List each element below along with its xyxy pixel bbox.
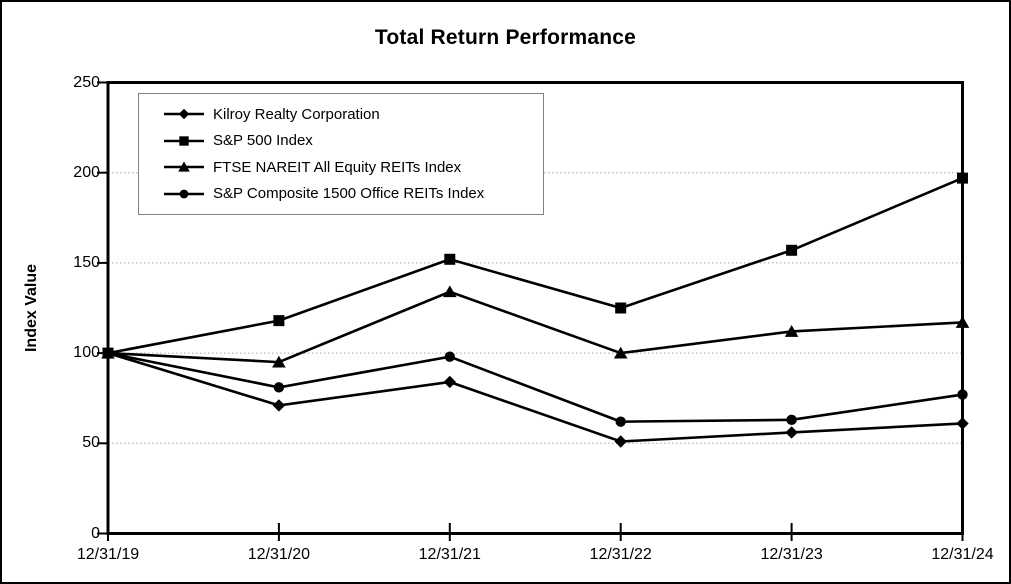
square-line-marker-icon	[164, 134, 204, 148]
diamond-line-marker-icon	[164, 107, 204, 121]
y-tick-label: 50	[82, 434, 100, 452]
chart-legend: Kilroy Realty Corporation S&P 500 Index …	[138, 93, 544, 215]
series-markers-s-p-composite-1500-office-reits-index	[102, 347, 968, 427]
series-line-s-p-composite-1500-office-reits-index	[107, 351, 963, 423]
legend-item-sp500: S&P 500 Index	[164, 132, 543, 149]
legend-label: S&P 500 Index	[213, 132, 313, 150]
series-line-ftse-nareit-all-equity-reits-index	[107, 290, 963, 364]
x-tick-label: 12/31/19	[76, 546, 140, 563]
y-tick-label: 150	[73, 253, 100, 271]
legend-label: Kilroy Realty Corporation	[213, 105, 380, 123]
legend-item-kilroy-realty: Kilroy Realty Corporation	[164, 106, 543, 123]
x-tick-label: 12/31/23	[760, 546, 823, 563]
legend-label: S&P Composite 1500 Office REITs Index	[213, 185, 485, 203]
series-markers-s-p-500-index	[102, 172, 968, 359]
chart-title: Total Return Performance	[374, 26, 637, 49]
circle-line-marker-icon	[164, 187, 204, 201]
x-tick-label: 12/31/24	[931, 546, 994, 563]
x-tick-label: 12/31/20	[247, 546, 311, 563]
series-markers-kilroy-realty-corporation	[101, 346, 969, 448]
x-tick-label: 12/31/21	[418, 546, 481, 563]
plot-frame	[106, 81, 964, 535]
legend-item-sp-office-reits: S&P Composite 1500 Office REITs Index	[164, 185, 543, 202]
legend-label: FTSE NAREIT All Equity REITs Index	[213, 158, 462, 176]
triangle-line-marker-icon	[164, 160, 204, 174]
axis-ticks	[97, 81, 964, 541]
series-markers-ftse-nareit-all-equity-reits-index	[101, 285, 970, 368]
y-tick-label: 100	[73, 344, 100, 362]
y-tick-label: 0	[91, 524, 100, 542]
y-tick-label: 200	[73, 163, 100, 181]
legend-item-ftse-nareit: FTSE NAREIT All Equity REITs Index	[164, 159, 543, 176]
x-tick-label: 12/31/22	[589, 546, 652, 563]
series-line-s-p-500-index	[107, 176, 964, 355]
y-tick-label: 250	[73, 73, 100, 91]
gridlines	[108, 172, 963, 444]
series-line-kilroy-realty-corporation	[107, 351, 963, 443]
